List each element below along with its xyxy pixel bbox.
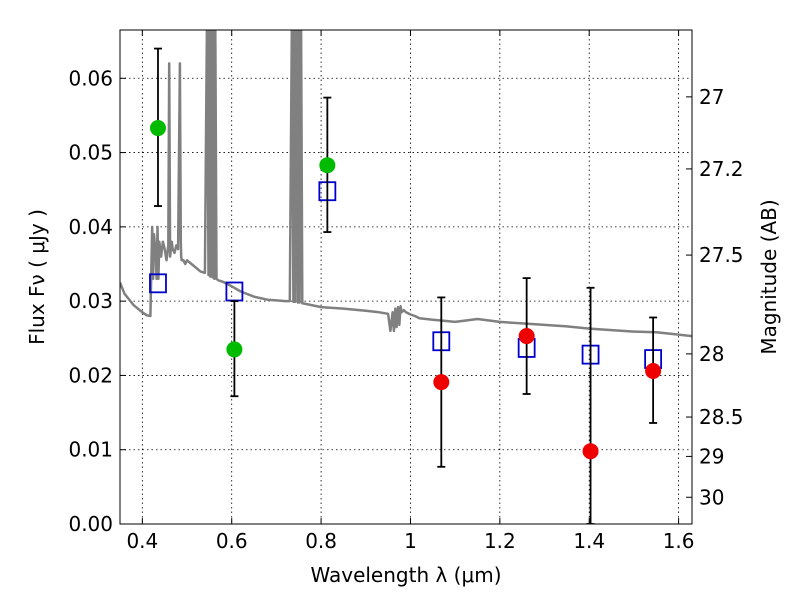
x-tick-label: 0.8 xyxy=(305,529,337,553)
y2-tick-label: 27.2 xyxy=(699,157,744,181)
green-flux-point xyxy=(149,120,166,137)
model-spectrum-line xyxy=(120,30,692,338)
red-flux-point xyxy=(645,362,662,379)
x-tick-label: 1.2 xyxy=(484,529,516,553)
y-tick-label: 0.00 xyxy=(68,512,113,536)
data-layer xyxy=(120,30,692,524)
red-flux-point xyxy=(433,374,450,391)
y-tick-label: 0.06 xyxy=(68,66,113,90)
y-tick-label: 0.02 xyxy=(68,363,113,387)
y-tick-label: 0.05 xyxy=(68,141,113,165)
y2-tick-label: 28.5 xyxy=(699,405,744,429)
model-flux-square-point xyxy=(149,273,167,294)
x-axis-title: Wavelength λ (μm) xyxy=(310,563,501,587)
y2-tick-label: 29 xyxy=(699,444,724,468)
y-tick-label: 0.01 xyxy=(68,438,113,462)
y2-tick-label: 30 xyxy=(699,485,724,509)
y-tick-label: 0.03 xyxy=(68,289,113,313)
red-flux-point xyxy=(518,328,535,345)
green-flux-point xyxy=(319,157,336,174)
plot-frame xyxy=(119,29,693,525)
y2-tick-label: 27.5 xyxy=(699,243,744,267)
green-flux-point xyxy=(226,341,243,358)
red-flux-point xyxy=(582,443,599,460)
x-tick-label: 0.6 xyxy=(216,529,248,553)
tick-layer: 0.4 0.6 0.8 1 1.2 1.4 1.6 0.00 0.01 0.02 0.03 0.04 0… xyxy=(68,30,744,553)
x-tick-label: 1.4 xyxy=(573,529,605,553)
y-axis-title: Flux Fν ( μJy ) xyxy=(25,209,49,345)
y2-axis-title: Magnitude (AB) xyxy=(757,199,781,354)
y2-tick-label: 27 xyxy=(699,85,724,109)
x-tick-label: 0.4 xyxy=(126,529,158,553)
y-tick-label: 0.04 xyxy=(68,215,113,239)
y2-tick-label: 28 xyxy=(699,342,724,366)
x-tick-label: 1 xyxy=(404,529,417,553)
x-tick-label: 1.6 xyxy=(663,529,695,553)
